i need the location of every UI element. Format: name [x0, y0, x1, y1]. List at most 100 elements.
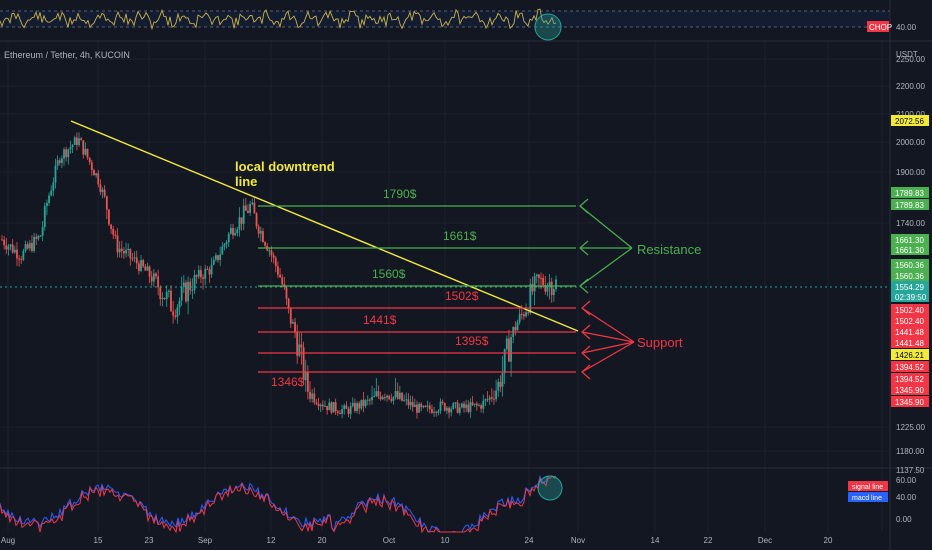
price-label: 1502.40	[895, 317, 924, 326]
candle-body	[334, 402, 337, 412]
candle-body	[118, 248, 121, 253]
candle-body	[343, 405, 346, 410]
time-tick: 24	[525, 536, 534, 545]
price-label: 1661.30	[895, 236, 924, 245]
candle-body	[347, 408, 350, 414]
candle-body	[43, 206, 46, 227]
candle-body	[202, 277, 204, 279]
downtrend-label-2: line	[235, 174, 257, 189]
candle-body	[463, 403, 465, 408]
candle-body	[240, 217, 243, 224]
candle-body	[388, 395, 391, 400]
candle-body	[510, 337, 512, 362]
candle-body	[97, 173, 100, 185]
price-label: 1502.40	[895, 306, 924, 315]
level-label: 1395$	[455, 334, 489, 348]
legend-macd-text: macd line	[852, 495, 882, 502]
chop-tag	[867, 21, 889, 32]
candle-body	[264, 242, 266, 246]
level-label: 1560$	[372, 267, 406, 281]
candle-body	[306, 372, 309, 392]
candle-body	[63, 149, 65, 159]
candle-body	[324, 405, 326, 407]
price-label-box	[891, 115, 929, 126]
candle-body	[401, 392, 403, 401]
time-tick: 20	[318, 536, 327, 545]
candle-body	[219, 254, 222, 260]
time-tick: 14	[651, 536, 660, 545]
candle-body	[514, 327, 517, 331]
candle-body	[488, 397, 491, 400]
candle-body	[501, 373, 504, 387]
candle-body	[475, 403, 478, 406]
price-tick: 1900.00	[896, 168, 925, 177]
candle-body	[41, 226, 44, 236]
candle-body	[75, 137, 78, 146]
price-label-box	[891, 244, 929, 255]
price-tick: 2100.00	[896, 110, 925, 119]
price-label-box	[891, 384, 929, 395]
candle-body	[161, 297, 164, 299]
candle-body	[46, 202, 48, 207]
candle-body	[24, 244, 27, 251]
candle-body	[555, 279, 557, 290]
candle-body	[86, 148, 89, 158]
candle-body	[497, 381, 500, 391]
candle-body	[223, 244, 226, 247]
candle-body	[204, 268, 207, 279]
candle-body	[249, 203, 252, 213]
candle-body	[11, 244, 14, 253]
candle-body	[354, 402, 356, 411]
candle-body	[317, 403, 320, 407]
price-label-box	[891, 315, 929, 326]
candle-body	[137, 263, 140, 271]
downtrend-line[interactable]	[70, 120, 579, 332]
candle-body	[505, 338, 508, 350]
candle-body	[458, 407, 461, 413]
candle-body	[170, 290, 172, 312]
candle-body	[244, 205, 247, 211]
candle-body	[315, 402, 318, 404]
candle-body	[351, 402, 354, 407]
candle-body	[529, 284, 532, 314]
price-label-box	[891, 304, 929, 315]
candle-body	[546, 285, 549, 292]
candle-body	[191, 289, 194, 291]
price-label: 1394.52	[895, 363, 924, 372]
time-axis[interactable]: Aug 15 23 Sep 12 20 Oct 10 24 Nov 14 22 Dec 20	[1, 536, 833, 545]
resistance-label: Resistance	[637, 242, 701, 257]
candle-body	[178, 300, 181, 308]
candle-body	[407, 399, 410, 406]
candle-body	[129, 248, 132, 259]
candle-body	[251, 202, 254, 204]
candle-body	[540, 277, 542, 279]
candle-body	[426, 405, 429, 407]
candle-body	[383, 397, 386, 399]
price-tick: 1180.00	[896, 447, 925, 456]
price-tick: 1740.00	[896, 219, 925, 228]
candle-body	[420, 403, 423, 408]
support-arrow	[581, 307, 635, 343]
candle-body	[360, 399, 363, 409]
candle-body	[236, 229, 239, 233]
candle-body	[56, 160, 59, 166]
candle-body	[35, 236, 38, 239]
price-axis[interactable]: 2250.00 2200.00 2100.00 2000.00 1900.00 1740.…	[891, 55, 929, 475]
osc-tick: 0.00	[896, 515, 912, 524]
price-label: 1426.21	[895, 351, 924, 360]
candle-body	[167, 290, 170, 292]
candle-body	[386, 395, 388, 398]
candle-body	[452, 403, 455, 409]
time-tick: 20	[824, 536, 833, 545]
candle-body	[537, 274, 540, 278]
price-label-box	[891, 396, 929, 407]
candle-body	[69, 147, 72, 150]
candle-body	[544, 284, 547, 292]
candle-body	[146, 266, 149, 271]
price-label-box	[891, 326, 929, 337]
price-label: 02:39:50	[895, 293, 927, 302]
candle-body	[206, 268, 209, 270]
price-tick: 2200.00	[896, 82, 925, 91]
oscillator-axis: 60.00 40.00 0.00	[896, 476, 917, 524]
candle-body	[227, 233, 230, 243]
